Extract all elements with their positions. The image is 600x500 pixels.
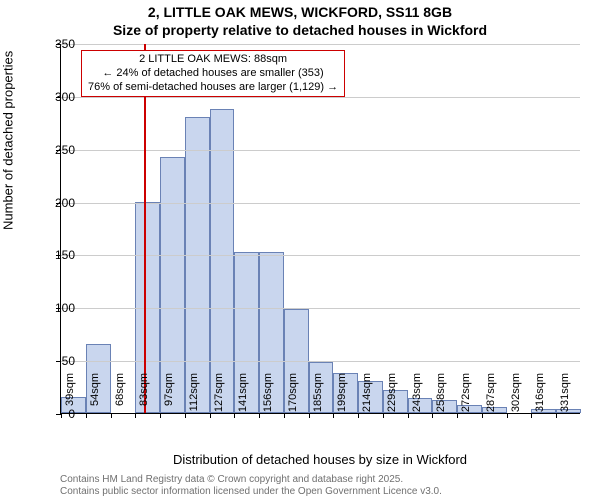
plot-area: 2 LITTLE OAK MEWS: 88sqm← 24% of detache… [60, 44, 580, 414]
xtick-mark [556, 413, 557, 418]
annotation-box: 2 LITTLE OAK MEWS: 88sqm← 24% of detache… [81, 50, 345, 97]
xtick-label: 141sqm [237, 373, 249, 413]
xtick-label: 229sqm [386, 373, 398, 413]
chart-subtitle: Size of property relative to detached ho… [0, 22, 600, 38]
marker-line [144, 44, 146, 413]
xtick-mark [383, 413, 384, 418]
footer-line-1: Contains HM Land Registry data © Crown c… [60, 474, 590, 486]
gridline [61, 44, 580, 45]
annotation-line-1: 2 LITTLE OAK MEWS: 88sqm [88, 53, 338, 67]
xtick-label: 127sqm [213, 373, 225, 413]
xtick-label: 331sqm [559, 373, 571, 413]
xtick-mark [284, 413, 285, 418]
xtick-mark [135, 413, 136, 418]
xtick-label: 272sqm [460, 373, 472, 413]
ytick-label: 100 [35, 301, 75, 315]
bar [210, 109, 235, 413]
xtick-label: 39sqm [64, 373, 76, 413]
xtick-label: 258sqm [435, 373, 447, 413]
ytick-label: 200 [35, 196, 75, 210]
xtick-mark [111, 413, 112, 418]
gridline [61, 308, 580, 309]
xtick-label: 54sqm [89, 373, 101, 413]
footer-attribution: Contains HM Land Registry data © Crown c… [60, 474, 590, 498]
xtick-mark [358, 413, 359, 418]
ytick-label: 300 [35, 90, 75, 104]
annotation-line-3: 76% of semi-detached houses are larger (… [88, 81, 338, 95]
xtick-mark [333, 413, 334, 418]
xtick-mark [457, 413, 458, 418]
xtick-label: 199sqm [336, 373, 348, 413]
bars-container [61, 44, 580, 413]
xtick-mark [86, 413, 87, 418]
xtick-mark [160, 413, 161, 418]
xtick-label: 170sqm [287, 373, 299, 413]
xtick-mark [185, 413, 186, 418]
ytick-label: 350 [35, 37, 75, 51]
xtick-mark [309, 413, 310, 418]
xtick-mark [259, 413, 260, 418]
xtick-label: 112sqm [188, 373, 200, 413]
gridline [61, 150, 580, 151]
ytick-label: 150 [35, 248, 75, 262]
xtick-mark [234, 413, 235, 418]
xtick-mark [210, 413, 211, 418]
xtick-mark [531, 413, 532, 418]
gridline [61, 255, 580, 256]
xtick-label: 68sqm [114, 373, 126, 413]
xtick-label: 83sqm [138, 373, 150, 413]
footer-line-2: Contains public sector information licen… [60, 486, 590, 498]
gridline [61, 203, 580, 204]
xtick-label: 302sqm [510, 373, 522, 413]
histogram-chart: 2, LITTLE OAK MEWS, WICKFORD, SS11 8GB S… [0, 0, 600, 500]
xtick-mark [482, 413, 483, 418]
x-axis-label: Distribution of detached houses by size … [60, 452, 580, 467]
xtick-label: 287sqm [485, 373, 497, 413]
gridline [61, 361, 580, 362]
chart-title: 2, LITTLE OAK MEWS, WICKFORD, SS11 8GB [0, 4, 600, 20]
xtick-label: 185sqm [312, 373, 324, 413]
ytick-label: 50 [35, 354, 75, 368]
ytick-label: 250 [35, 143, 75, 157]
xtick-mark [408, 413, 409, 418]
xtick-label: 156sqm [262, 373, 274, 413]
xtick-label: 214sqm [361, 373, 373, 413]
xtick-mark [432, 413, 433, 418]
xtick-label: 316sqm [534, 373, 546, 413]
y-axis-label: Number of detached properties [1, 51, 16, 230]
xtick-label: 243sqm [411, 373, 423, 413]
annotation-line-2: ← 24% of detached houses are smaller (35… [88, 67, 338, 81]
xtick-mark [507, 413, 508, 418]
bar [185, 117, 210, 413]
xtick-label: 97sqm [163, 373, 175, 413]
